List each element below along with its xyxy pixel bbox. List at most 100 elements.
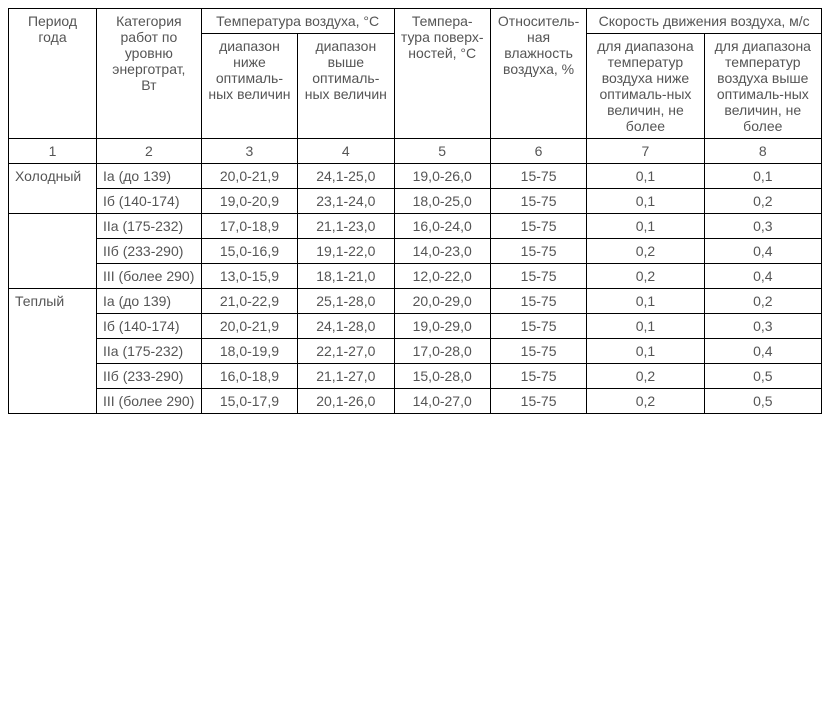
colnum-6: 6: [490, 139, 586, 164]
value-cell-6: 15-75: [490, 239, 586, 264]
value-cell-4: 21,1-27,0: [298, 364, 394, 389]
value-cell-3: 13,0-15,9: [201, 264, 297, 289]
value-cell-4: 19,1-22,0: [298, 239, 394, 264]
value-cell-3: 16,0-18,9: [201, 364, 297, 389]
category-cell: IIа (175-232): [97, 214, 202, 239]
table-row: Iб (140-174)20,0-21,924,1-28,019,0-29,01…: [9, 314, 822, 339]
category-cell: Iб (140-174): [97, 189, 202, 214]
table-row: ХолодныйIа (до 139)20,0-21,924,1-25,019,…: [9, 164, 822, 189]
value-cell-3: 20,0-21,9: [201, 314, 297, 339]
value-cell-7: 0,1: [587, 189, 704, 214]
table-row: Iб (140-174)19,0-20,923,1-24,018,0-25,01…: [9, 189, 822, 214]
value-cell-6: 15-75: [490, 314, 586, 339]
table-row: IIб (233-290)16,0-18,921,1-27,015,0-28,0…: [9, 364, 822, 389]
period-cell-cold-cont: [9, 214, 97, 289]
value-cell-5: 20,0-29,0: [394, 289, 490, 314]
value-cell-8: 0,4: [704, 264, 821, 289]
header-temp-air-low: диапазон ниже оптималь-ных величин: [201, 34, 297, 139]
table-body: ХолодныйIа (до 139)20,0-21,924,1-25,019,…: [9, 164, 822, 414]
value-cell-8: 0,2: [704, 189, 821, 214]
value-cell-5: 15,0-28,0: [394, 364, 490, 389]
colnum-8: 8: [704, 139, 821, 164]
value-cell-6: 15-75: [490, 264, 586, 289]
header-temp-air-high: диапазон выше оптималь-ных величин: [298, 34, 394, 139]
colnum-1: 1: [9, 139, 97, 164]
value-cell-8: 0,2: [704, 289, 821, 314]
value-cell-7: 0,2: [587, 239, 704, 264]
value-cell-7: 0,1: [587, 164, 704, 189]
value-cell-6: 15-75: [490, 389, 586, 414]
header-velocity: Скорость движения воздуха, м/с: [587, 9, 822, 34]
value-cell-4: 24,1-28,0: [298, 314, 394, 339]
value-cell-5: 14,0-23,0: [394, 239, 490, 264]
value-cell-5: 12,0-22,0: [394, 264, 490, 289]
value-cell-7: 0,2: [587, 389, 704, 414]
category-cell: IIа (175-232): [97, 339, 202, 364]
value-cell-3: 21,0-22,9: [201, 289, 297, 314]
value-cell-7: 0,2: [587, 364, 704, 389]
colnum-2: 2: [97, 139, 202, 164]
period-cell-warm: Теплый: [9, 289, 97, 414]
value-cell-4: 21,1-23,0: [298, 214, 394, 239]
table-row: IIа (175-232)17,0-18,921,1-23,016,0-24,0…: [9, 214, 822, 239]
header-velocity-high: для диапазона температур воздуха выше оп…: [704, 34, 821, 139]
value-cell-8: 0,4: [704, 339, 821, 364]
header-humidity: Относитель-ная влажность воздуха, %: [490, 9, 586, 139]
period-cell-cold: Холодный: [9, 164, 97, 214]
value-cell-8: 0,5: [704, 389, 821, 414]
table-row: III (более 290)15,0-17,920,1-26,014,0-27…: [9, 389, 822, 414]
table-header: Период года Категория работ по уровню эн…: [9, 9, 822, 164]
value-cell-5: 19,0-29,0: [394, 314, 490, 339]
column-number-row: 1 2 3 4 5 6 7 8: [9, 139, 822, 164]
value-cell-5: 14,0-27,0: [394, 389, 490, 414]
table-row: IIа (175-232)18,0-19,922,1-27,017,0-28,0…: [9, 339, 822, 364]
value-cell-6: 15-75: [490, 164, 586, 189]
value-cell-6: 15-75: [490, 214, 586, 239]
header-temp-surface: Темпера-тура поверх-ностей, °C: [394, 9, 490, 139]
value-cell-8: 0,1: [704, 164, 821, 189]
value-cell-4: 18,1-21,0: [298, 264, 394, 289]
value-cell-5: 16,0-24,0: [394, 214, 490, 239]
value-cell-4: 22,1-27,0: [298, 339, 394, 364]
value-cell-3: 17,0-18,9: [201, 214, 297, 239]
colnum-3: 3: [201, 139, 297, 164]
colnum-5: 5: [394, 139, 490, 164]
value-cell-4: 24,1-25,0: [298, 164, 394, 189]
value-cell-3: 19,0-20,9: [201, 189, 297, 214]
value-cell-5: 18,0-25,0: [394, 189, 490, 214]
header-temp-air: Температура воздуха, °C: [201, 9, 394, 34]
table-row: III (более 290)13,0-15,918,1-21,012,0-22…: [9, 264, 822, 289]
value-cell-7: 0,2: [587, 264, 704, 289]
value-cell-8: 0,4: [704, 239, 821, 264]
header-velocity-low: для диапазона температур воздуха ниже оп…: [587, 34, 704, 139]
table-row: ТеплыйIа (до 139)21,0-22,925,1-28,020,0-…: [9, 289, 822, 314]
category-cell: IIб (233-290): [97, 364, 202, 389]
value-cell-8: 0,5: [704, 364, 821, 389]
value-cell-5: 17,0-28,0: [394, 339, 490, 364]
category-cell: III (более 290): [97, 264, 202, 289]
value-cell-8: 0,3: [704, 214, 821, 239]
value-cell-3: 18,0-19,9: [201, 339, 297, 364]
value-cell-6: 15-75: [490, 289, 586, 314]
value-cell-7: 0,1: [587, 339, 704, 364]
value-cell-5: 19,0-26,0: [394, 164, 490, 189]
value-cell-4: 20,1-26,0: [298, 389, 394, 414]
category-cell: Iа (до 139): [97, 289, 202, 314]
header-category: Категория работ по уровню энерготрат, Вт: [97, 9, 202, 139]
category-cell: III (более 290): [97, 389, 202, 414]
value-cell-7: 0,1: [587, 289, 704, 314]
microclimate-table: Период года Категория работ по уровню эн…: [8, 8, 822, 414]
value-cell-6: 15-75: [490, 339, 586, 364]
category-cell: Iа (до 139): [97, 164, 202, 189]
value-cell-3: 20,0-21,9: [201, 164, 297, 189]
value-cell-6: 15-75: [490, 364, 586, 389]
value-cell-3: 15,0-16,9: [201, 239, 297, 264]
value-cell-4: 23,1-24,0: [298, 189, 394, 214]
value-cell-7: 0,1: [587, 314, 704, 339]
header-period: Период года: [9, 9, 97, 139]
colnum-7: 7: [587, 139, 704, 164]
value-cell-6: 15-75: [490, 189, 586, 214]
colnum-4: 4: [298, 139, 394, 164]
table-row: IIб (233-290)15,0-16,919,1-22,014,0-23,0…: [9, 239, 822, 264]
value-cell-7: 0,1: [587, 214, 704, 239]
